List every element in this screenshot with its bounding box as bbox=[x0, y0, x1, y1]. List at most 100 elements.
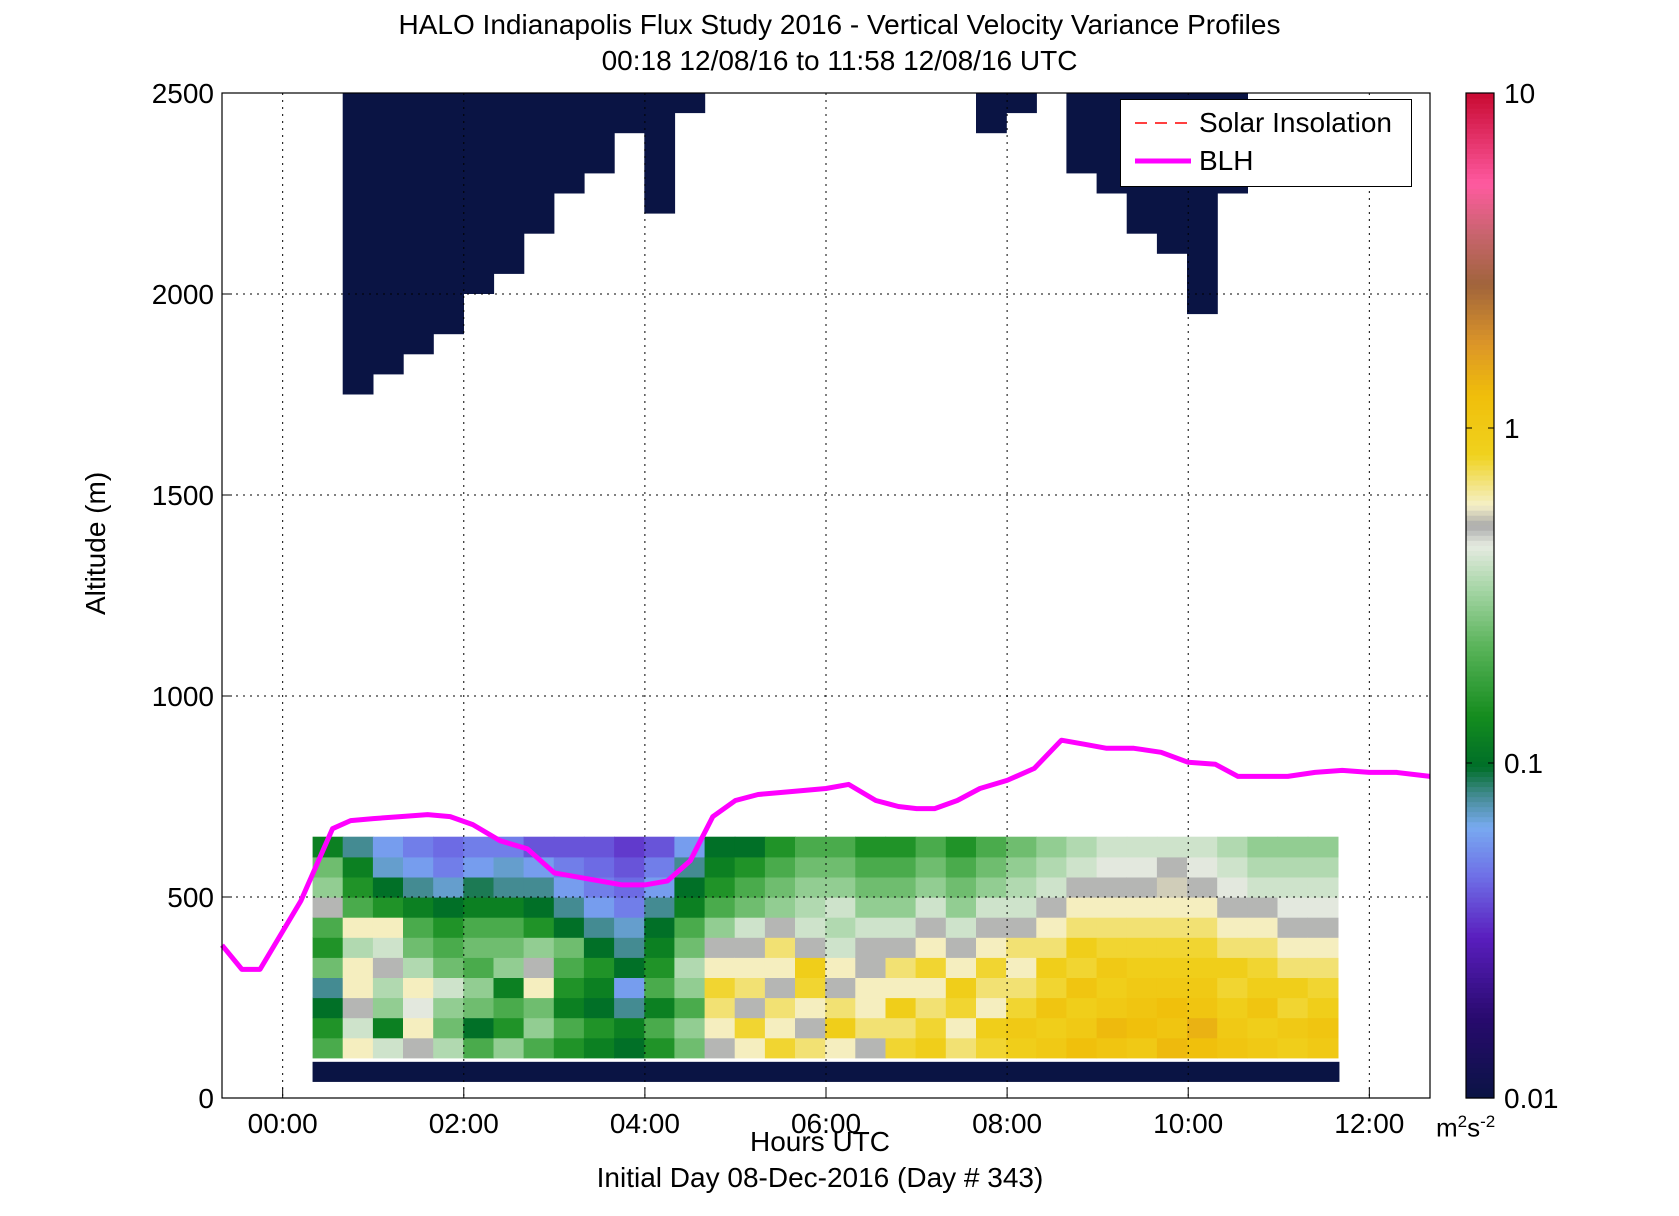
colorbar-segment bbox=[1466, 268, 1494, 275]
heatmap-cell bbox=[1156, 897, 1188, 918]
heatmap-cell bbox=[403, 897, 434, 918]
colorbar-segment bbox=[1466, 992, 1494, 999]
colorbar-segment bbox=[1466, 394, 1494, 401]
heatmap-cell bbox=[1036, 917, 1068, 938]
heatmap-cell bbox=[1006, 93, 1037, 114]
heatmap-cell bbox=[403, 977, 434, 999]
heatmap-cell bbox=[976, 957, 1007, 978]
colorbar-segment bbox=[1466, 278, 1494, 285]
colorbar-segment bbox=[1466, 108, 1494, 114]
heatmap-cell bbox=[463, 897, 495, 918]
heatmap-cell bbox=[945, 856, 977, 878]
heatmap-cell bbox=[825, 937, 856, 958]
heatmap-cell bbox=[1156, 977, 1188, 999]
heatmap-cell bbox=[1096, 1017, 1128, 1039]
heatmap-cell bbox=[463, 856, 495, 878]
heatmap-cell bbox=[463, 93, 495, 294]
heatmap-cell bbox=[1066, 1017, 1098, 1039]
colorbar-segment bbox=[1466, 515, 1494, 521]
colorbar-segment bbox=[1466, 886, 1494, 893]
heatmap-cell bbox=[583, 997, 615, 1019]
heatmap-cell bbox=[1307, 957, 1339, 978]
heatmap-cell bbox=[795, 836, 826, 858]
heatmap-cell bbox=[1036, 1017, 1068, 1039]
heatmap-cell bbox=[885, 1037, 917, 1059]
colorbar-segment bbox=[1466, 369, 1494, 376]
heatmap-cell bbox=[855, 997, 887, 1019]
heatmap-cell bbox=[734, 977, 766, 999]
colorbar-segment bbox=[1466, 238, 1494, 245]
heatmap-cell bbox=[342, 977, 374, 999]
heatmap-cell bbox=[885, 977, 917, 999]
heatmap-cell bbox=[1036, 836, 1068, 858]
heatmap-cell bbox=[825, 876, 856, 898]
heatmap-cell bbox=[1036, 937, 1068, 958]
heatmap-cell bbox=[433, 897, 464, 918]
heatmap-cell bbox=[553, 93, 585, 194]
heatmap-cell bbox=[1247, 1017, 1279, 1039]
heatmap-cell bbox=[734, 1037, 766, 1059]
colorbar-segment bbox=[1466, 987, 1494, 994]
heatmap-cell bbox=[342, 937, 374, 958]
heatmap-cell bbox=[433, 977, 464, 999]
heatmap-cell bbox=[1277, 937, 1309, 958]
colorbar-segment bbox=[1466, 751, 1494, 757]
chart-time-range: 00:18 12/08/16 to 11:58 12/08/16 UTC bbox=[601, 45, 1078, 76]
heatmap-cell bbox=[583, 977, 615, 999]
legend-item-solar: Solar Insolation bbox=[1121, 104, 1411, 142]
heatmap-cell bbox=[1096, 957, 1128, 978]
heatmap-cell bbox=[674, 997, 706, 1019]
heatmap-cell bbox=[734, 836, 766, 858]
colorbar-segment bbox=[1466, 178, 1494, 185]
heatmap-cell bbox=[1247, 977, 1279, 999]
heatmap-cell bbox=[855, 937, 887, 958]
heatmap-cell bbox=[342, 876, 374, 898]
heatmap-cell bbox=[403, 997, 434, 1019]
heatmap-cell bbox=[1307, 937, 1339, 958]
legend-item-blh: BLH bbox=[1121, 142, 1411, 180]
heatmap-cell bbox=[1247, 997, 1279, 1019]
heatmap-cell bbox=[1307, 1017, 1339, 1039]
colorbar-segment bbox=[1466, 856, 1494, 863]
heatmap-cell bbox=[704, 977, 736, 999]
heatmap-cell bbox=[795, 937, 826, 958]
heatmap-cell bbox=[1247, 917, 1279, 938]
heatmap-cell bbox=[1187, 997, 1218, 1019]
colorbar-segment bbox=[1466, 299, 1494, 305]
heatmap-cell bbox=[523, 1037, 555, 1059]
heatmap-cell bbox=[463, 977, 495, 999]
heatmap-cell bbox=[1156, 1037, 1188, 1059]
heatmap-cell bbox=[915, 1037, 947, 1059]
heatmap-cell bbox=[1247, 1037, 1279, 1059]
heatmap-cell bbox=[825, 897, 856, 918]
solar-line-swatch bbox=[1135, 122, 1191, 124]
heatmap-cell bbox=[1247, 897, 1279, 918]
colorbar-segment bbox=[1466, 731, 1494, 737]
colorbar-segment bbox=[1466, 781, 1494, 788]
colorbar-segment bbox=[1466, 404, 1494, 411]
heatmap-cell bbox=[342, 917, 374, 938]
heatmap-cell bbox=[855, 836, 887, 858]
heatmap-cell bbox=[1307, 897, 1339, 918]
colorbar-segment bbox=[1466, 1077, 1494, 1084]
heatmap-cell bbox=[945, 997, 977, 1019]
colorbar-segment bbox=[1466, 851, 1494, 858]
heatmap-cell bbox=[372, 997, 404, 1019]
colorbar-segment bbox=[1466, 143, 1494, 149]
heatmap-cell bbox=[583, 897, 615, 918]
heatmap-cell bbox=[372, 836, 404, 858]
colorbar-segment bbox=[1466, 721, 1494, 727]
heatmap-cell bbox=[1066, 836, 1098, 858]
heatmap-cell bbox=[1217, 836, 1248, 858]
colorbar-segment bbox=[1466, 525, 1494, 531]
heatmap-cell bbox=[674, 897, 706, 918]
heatmap-cell bbox=[825, 917, 856, 938]
heatmap-cell bbox=[1036, 997, 1068, 1019]
heatmap-cell bbox=[372, 957, 404, 978]
heatmap-cell bbox=[644, 957, 676, 978]
heatmap-cell bbox=[312, 917, 344, 938]
colorbar-segment bbox=[1466, 645, 1494, 652]
heatmap-cell bbox=[372, 1037, 404, 1059]
colorbar-segment bbox=[1466, 1032, 1494, 1039]
colorbar-segment bbox=[1466, 997, 1494, 1004]
